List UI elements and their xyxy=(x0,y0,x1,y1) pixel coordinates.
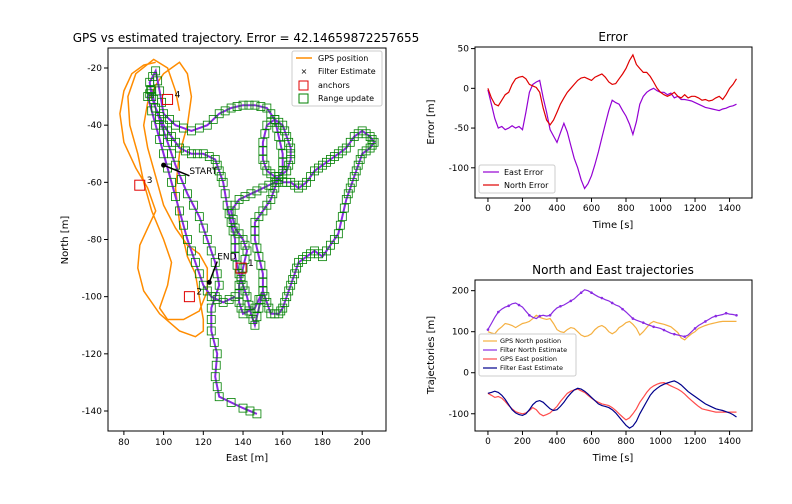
annotation-label: END xyxy=(217,253,236,263)
error-y-label: Error [m] xyxy=(426,99,437,144)
y-tick-label: 0 xyxy=(463,84,469,94)
filter-north-marker xyxy=(652,325,655,328)
trajectories-y-label: Trajectories [m] xyxy=(426,316,437,395)
y-tick-label: -100 xyxy=(449,164,470,174)
anchor-label: 2 xyxy=(196,288,202,298)
filter-north-marker xyxy=(694,327,697,330)
filter-north-marker xyxy=(487,328,490,331)
x-tick-label: 200 xyxy=(514,204,531,214)
filter-north-marker xyxy=(559,305,562,308)
filter-north-marker xyxy=(663,329,666,332)
filter-north-marker xyxy=(611,302,614,305)
annotation-label: START xyxy=(189,167,217,177)
x-tick-label: 400 xyxy=(548,437,565,447)
trajectory-x-label: East [m] xyxy=(226,453,268,464)
filter-north-marker xyxy=(683,335,686,338)
x-tick-label: 160 xyxy=(274,438,291,448)
filter-north-marker xyxy=(590,291,593,294)
x-tick-label: 100 xyxy=(155,438,172,448)
x-tick-label: 140 xyxy=(234,438,251,448)
legend-label-gps: GPS position xyxy=(318,54,368,63)
x-tick-label: 200 xyxy=(354,438,371,448)
y-tick-label: 200 xyxy=(452,287,469,297)
x-tick-label: 1000 xyxy=(649,204,672,214)
x-tick-label: 1400 xyxy=(718,437,741,447)
filter-north-marker xyxy=(528,314,531,317)
filter-north-marker xyxy=(538,315,541,318)
trajectory-title: GPS vs estimated trajectory. Error = 42.… xyxy=(73,31,420,45)
legend-label-gps-east: GPS East position xyxy=(500,355,557,363)
legend-label-gps-north: GPS North position xyxy=(500,337,561,345)
y-tick-label: -120 xyxy=(82,350,103,360)
anchor-label: 4 xyxy=(175,90,181,100)
x-tick-label: 600 xyxy=(583,437,600,447)
x-tick-label: 120 xyxy=(195,438,212,448)
x-tick-label: 1400 xyxy=(718,204,741,214)
filter-north-marker xyxy=(714,315,717,318)
trajectories-x-label: Time [s] xyxy=(592,453,634,464)
x-tick-label: 1000 xyxy=(649,437,672,447)
x-tick-label: 180 xyxy=(314,438,331,448)
x-tick-label: 800 xyxy=(617,204,634,214)
y-tick-label: 0 xyxy=(463,369,469,379)
annotation-arrow-head xyxy=(161,163,166,168)
y-tick-label: -100 xyxy=(82,293,103,303)
x-tick-label: 0 xyxy=(485,204,491,214)
legend-label-anchors: anchors xyxy=(318,81,350,90)
filter-north-marker xyxy=(632,317,635,320)
filter-north-marker xyxy=(621,308,624,311)
x-tick-label: 1200 xyxy=(684,204,707,214)
filter-north-marker xyxy=(601,297,604,300)
filter-north-marker xyxy=(518,304,521,307)
anchor-label: 3 xyxy=(147,176,153,186)
filter-north-marker xyxy=(549,314,552,317)
filter-north-marker xyxy=(580,291,583,294)
trajectories-legend: GPS North position Filter North Estimate… xyxy=(479,334,576,376)
legend-label-filter: Filter Estimate xyxy=(318,67,376,76)
y-tick-label: -50 xyxy=(454,124,469,134)
filter-north-marker xyxy=(704,320,707,323)
filter-north-marker xyxy=(507,305,510,308)
annotation-arrow-head xyxy=(207,280,212,285)
x-tick-label: 1200 xyxy=(684,437,707,447)
trajectory-y-label: North [m] xyxy=(60,216,71,265)
y-tick-label: -60 xyxy=(87,178,102,188)
trajectory-legend: GPS position × Filter Estimate anchors R… xyxy=(292,51,382,106)
legend-label-filter-east: Filter East Estimate xyxy=(500,364,563,372)
legend-label-filter-north: Filter North Estimate xyxy=(500,346,567,354)
x-tick-label: 200 xyxy=(514,437,531,447)
y-tick-label: 100 xyxy=(452,328,469,338)
trajectories-title: North and East trajectories xyxy=(532,263,694,277)
filter-north-marker xyxy=(642,321,645,324)
legend-label-east-error: East Error xyxy=(504,168,544,177)
anchor-label: 1 xyxy=(248,259,254,269)
y-tick-label: -140 xyxy=(82,407,103,417)
filter-north-marker xyxy=(735,314,738,317)
x-tick-label: 600 xyxy=(583,204,600,214)
legend-swatch-filter: × xyxy=(301,67,308,76)
y-tick-label: -100 xyxy=(449,410,470,420)
filter-north-marker xyxy=(725,312,728,315)
error-x-label: Time [s] xyxy=(592,220,634,231)
legend-label-north-error: North Error xyxy=(504,181,549,190)
x-tick-label: 800 xyxy=(617,437,634,447)
y-tick-label: -20 xyxy=(87,64,102,74)
x-tick-label: 400 xyxy=(548,204,565,214)
filter-north-marker xyxy=(497,311,500,314)
y-tick-label: -40 xyxy=(87,121,102,131)
x-tick-label: 80 xyxy=(118,438,130,448)
y-tick-label: 50 xyxy=(458,45,470,55)
x-tick-label: 0 xyxy=(485,437,491,447)
filter-north-marker xyxy=(673,333,676,336)
y-tick-label: -80 xyxy=(87,236,102,246)
error-title: Error xyxy=(598,30,627,44)
filter-north-marker xyxy=(569,300,572,303)
legend-label-range: Range update xyxy=(318,94,374,103)
error-legend: East Error North Error xyxy=(479,165,555,193)
